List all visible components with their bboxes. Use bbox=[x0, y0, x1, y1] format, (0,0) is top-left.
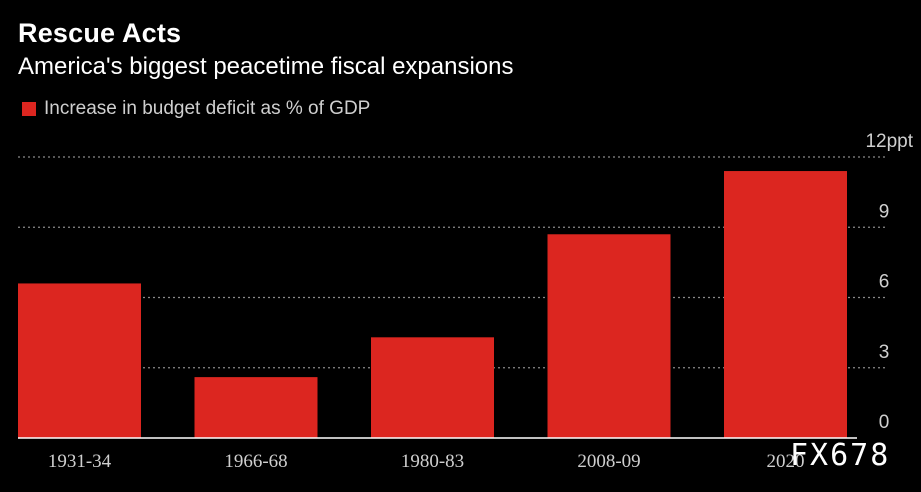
y-tick-label: 12ppt bbox=[865, 131, 913, 152]
chart-title: Rescue Acts bbox=[18, 18, 182, 48]
x-tick-label: 2008-09 bbox=[577, 451, 640, 472]
chart-subtitle: America's biggest peacetime fiscal expan… bbox=[18, 53, 514, 80]
bar bbox=[18, 283, 141, 438]
bar bbox=[194, 377, 318, 438]
y-tick-label: 6 bbox=[879, 272, 890, 293]
legend-swatch bbox=[22, 102, 36, 116]
x-tick-label: 1980-83 bbox=[401, 451, 464, 472]
x-tick-label: 1966-68 bbox=[224, 451, 287, 472]
x-tick-label: 1931-34 bbox=[48, 451, 112, 472]
y-tick-label: 3 bbox=[879, 342, 890, 363]
bar bbox=[371, 337, 494, 438]
y-tick-label: 0 bbox=[879, 412, 890, 433]
y-tick-label: 9 bbox=[879, 201, 890, 222]
legend-label: Increase in budget deficit as % of GDP bbox=[44, 98, 371, 119]
legend: Increase in budget deficit as % of GDP bbox=[22, 98, 370, 120]
x-tick-label: 2020 bbox=[767, 451, 805, 472]
bar bbox=[547, 234, 671, 438]
bar bbox=[724, 171, 847, 439]
watermark: FX678 bbox=[790, 438, 891, 473]
